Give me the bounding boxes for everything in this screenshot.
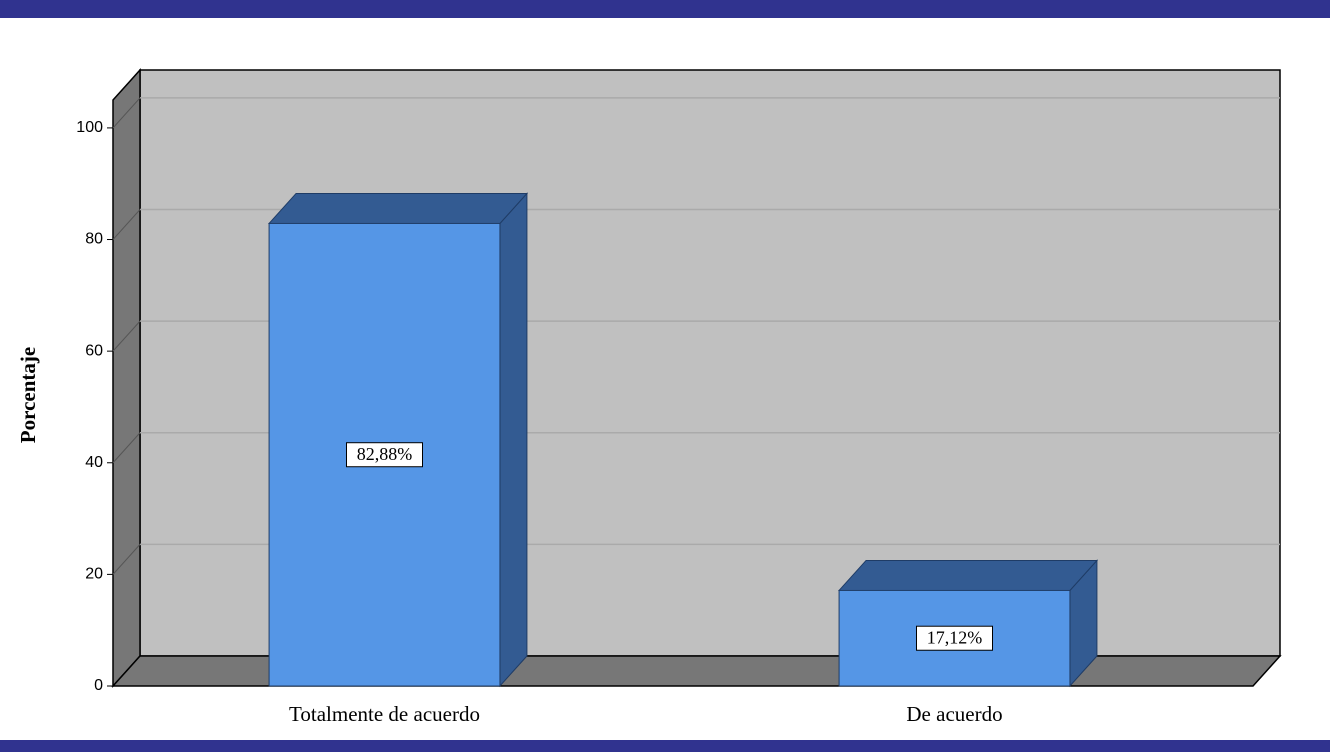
value-label: 17,12%: [927, 627, 983, 647]
y-tick-label: 20: [85, 566, 103, 583]
value-label-box: [346, 442, 423, 468]
y-axis-label: Porcentaje: [16, 347, 40, 443]
y-tick-label: 0: [94, 677, 103, 694]
grid-line: [112, 544, 141, 575]
bar-top: [837, 559, 1099, 591]
grid-line: [112, 432, 141, 464]
x-tick-label: Totalmente de acuerdo: [289, 702, 480, 726]
value-label: 82,88%: [357, 444, 413, 464]
top-band: [0, 0, 1330, 18]
grid-line: [112, 97, 141, 129]
bottom-band: [0, 740, 1330, 752]
x-tick-label: De acuerdo: [906, 702, 1002, 726]
left-wall: [112, 68, 141, 688]
bar: [837, 559, 1099, 688]
bar: [267, 192, 529, 688]
y-tick-label: 100: [76, 119, 103, 136]
y-tick-label: 40: [85, 454, 103, 471]
grid-line: [112, 320, 141, 352]
bar-side: [499, 192, 528, 688]
y-tick-label: 80: [85, 231, 103, 248]
value-label-box: [916, 625, 993, 651]
bar-top: [267, 192, 529, 224]
y-tick-label: 60: [85, 342, 103, 359]
grid-line: [112, 209, 141, 240]
